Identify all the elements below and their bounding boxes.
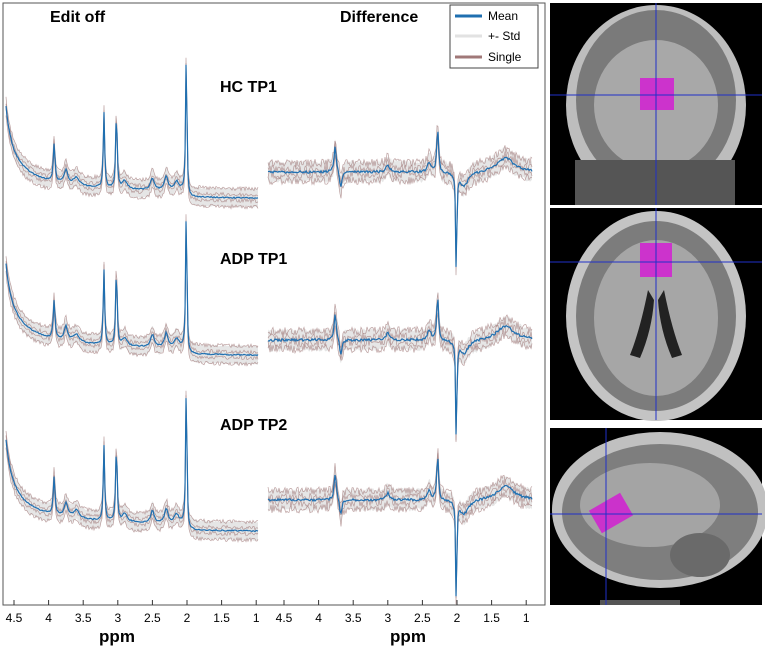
white-matter xyxy=(580,463,720,547)
voxel xyxy=(640,78,674,110)
single-spectrum xyxy=(5,226,259,361)
mri-sagittal xyxy=(550,428,765,605)
voxel xyxy=(588,492,634,534)
x-tick-label: 3.5 xyxy=(75,611,92,625)
single-spectrum xyxy=(5,62,259,198)
x-tick-label: 4.5 xyxy=(6,611,23,625)
ventricles xyxy=(630,290,682,358)
x-tick-label: 4.5 xyxy=(276,611,293,625)
group-label: ADP TP1 xyxy=(220,251,287,268)
mean-spectrum xyxy=(5,398,259,533)
single-spectrum xyxy=(5,57,259,192)
mean-spectrum xyxy=(5,64,259,200)
mean-spectrum xyxy=(267,458,533,597)
single-spectrum xyxy=(267,312,533,441)
single-spectrum xyxy=(5,220,259,355)
x-tick-label: 3 xyxy=(384,611,391,625)
std-band xyxy=(6,388,258,541)
single-spectrum xyxy=(267,124,533,257)
single-spectrum xyxy=(267,304,533,443)
x-tick-label: 1 xyxy=(523,611,530,625)
group-label: ADP TP2 xyxy=(220,417,287,434)
single-spectrum xyxy=(5,390,259,525)
x-tick-label: 2.5 xyxy=(144,611,161,625)
legend: Mean +- Std Single xyxy=(449,4,539,69)
single-spectrum xyxy=(267,136,533,268)
mean-spectrum xyxy=(267,131,533,267)
single-spectrum xyxy=(267,300,533,435)
single-spectrum xyxy=(5,399,259,537)
single-spectrum xyxy=(5,67,259,204)
mri-coronal xyxy=(550,3,762,205)
x-tick-label: 4 xyxy=(315,611,322,625)
single-spectrum xyxy=(267,466,532,605)
x-axis-label: ppm xyxy=(390,627,426,646)
x-tick-label: 4 xyxy=(45,611,52,625)
single-spectrum xyxy=(5,405,259,544)
x-axis-label: ppm xyxy=(99,627,135,646)
x-tick-label: 1 xyxy=(253,611,260,625)
std-band xyxy=(6,213,258,365)
single-spectrum xyxy=(5,395,259,531)
x-tick-label: 1.5 xyxy=(213,611,230,625)
legend-label: Mean xyxy=(488,9,518,23)
group-label: HC TP1 xyxy=(220,79,277,96)
neck xyxy=(600,600,680,605)
single-spectrum xyxy=(267,448,533,586)
std-band xyxy=(6,55,258,208)
x-tick-label: 1.5 xyxy=(483,611,500,625)
single-spectrum xyxy=(5,73,259,210)
legend-label: Single xyxy=(488,50,522,64)
spectra xyxy=(5,55,533,605)
single-spectrum xyxy=(5,230,259,367)
x-tick-label: 2 xyxy=(454,611,461,625)
x-tick-label: 2.5 xyxy=(414,611,431,625)
mean-spectrum xyxy=(267,299,533,435)
cerebellum xyxy=(670,533,730,577)
x-axes: 4.5 4 3.5 3 2.5 2 1.5 1 4.5 4 3.5 3 2.5 2 1.5 1 xyxy=(6,600,530,625)
panel-title: Edit off xyxy=(50,9,106,26)
neck xyxy=(575,160,735,205)
x-tick-label: 2 xyxy=(184,611,191,625)
x-tick-label: 3.5 xyxy=(345,611,362,625)
legend-label: +- Std xyxy=(488,29,520,43)
single-spectrum xyxy=(5,214,259,349)
panel-title: Difference xyxy=(340,9,418,26)
x-tick-label: 3 xyxy=(114,611,121,625)
mri-axial xyxy=(550,208,762,421)
single-spectrum xyxy=(267,137,533,276)
mean-spectrum xyxy=(5,221,259,357)
